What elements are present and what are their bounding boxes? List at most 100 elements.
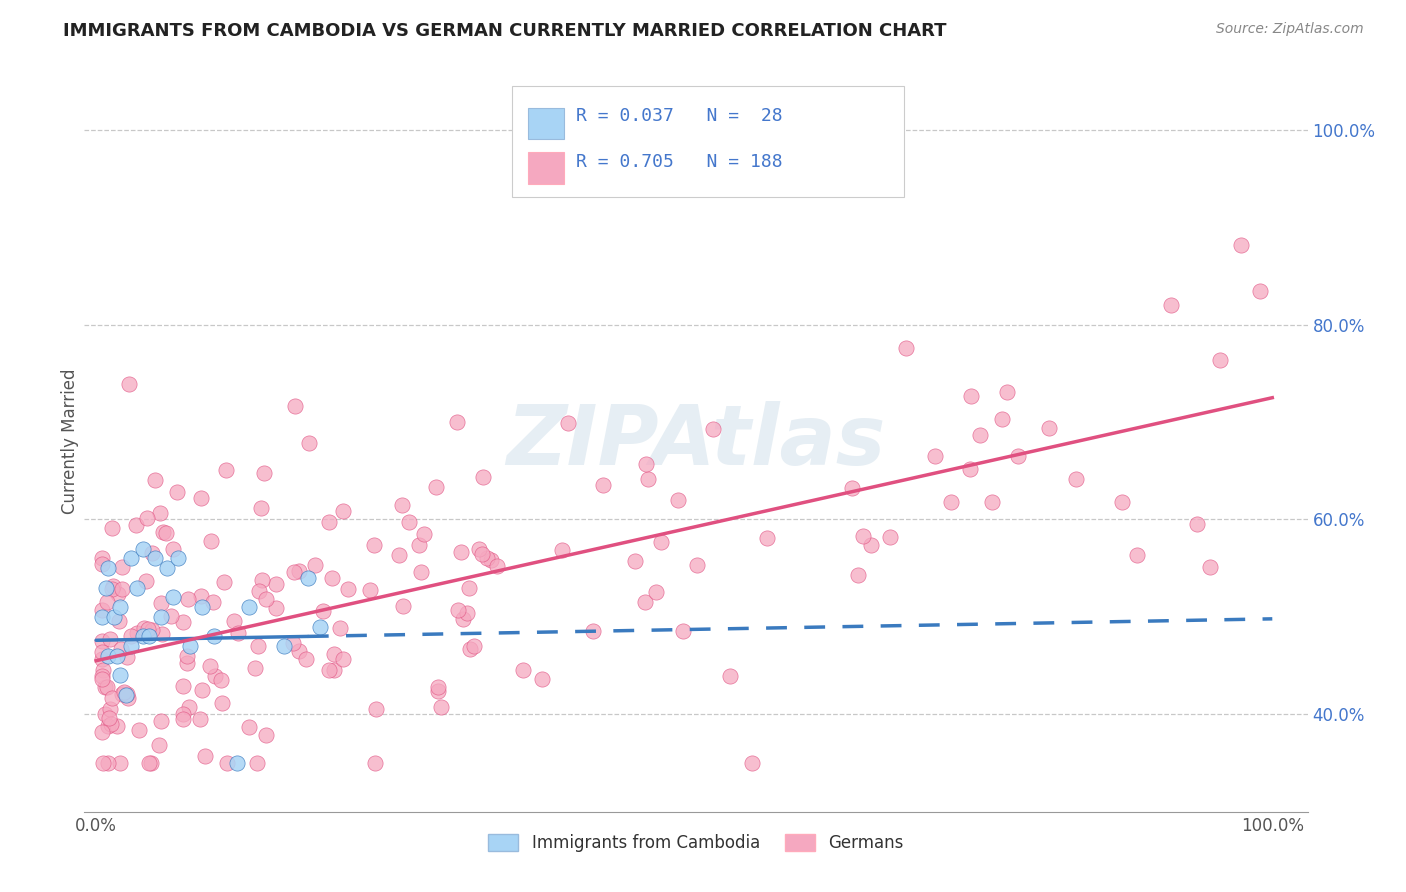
- Point: [408, 538, 430, 552]
- Point: [391, 498, 413, 512]
- Point: [413, 526, 436, 541]
- Point: [111, 582, 134, 596]
- Point: [98, 632, 121, 646]
- Point: [166, 485, 188, 500]
- Point: [172, 615, 194, 629]
- Point: [143, 551, 166, 566]
- Point: [250, 573, 273, 587]
- Point: [190, 589, 212, 603]
- Point: [188, 712, 211, 726]
- Point: [592, 478, 614, 492]
- Point: [215, 463, 238, 477]
- Point: [264, 576, 287, 591]
- Point: [359, 583, 381, 598]
- Point: [177, 592, 200, 607]
- Point: [633, 595, 655, 609]
- Point: [981, 495, 1004, 509]
- Point: [141, 756, 163, 770]
- Point: [176, 656, 198, 670]
- Point: [101, 579, 124, 593]
- Point: [162, 541, 184, 556]
- Point: [624, 554, 647, 568]
- Text: IMMIGRANTS FROM CAMBODIA VS GERMAN CURRENTLY MARRIED CORRELATION CHART: IMMIGRANTS FROM CAMBODIA VS GERMAN CURRE…: [63, 22, 946, 40]
- Point: [363, 538, 385, 552]
- Point: [172, 706, 194, 721]
- Point: [995, 385, 1018, 400]
- Point: [475, 550, 498, 565]
- Point: [149, 714, 172, 728]
- Point: [288, 565, 311, 579]
- Point: [446, 415, 468, 429]
- Point: [425, 480, 447, 494]
- Point: [177, 700, 200, 714]
- Point: [254, 728, 277, 742]
- Point: [91, 557, 114, 571]
- Point: [1064, 472, 1087, 486]
- Point: [100, 521, 122, 535]
- Point: [191, 600, 214, 615]
- Point: [162, 591, 184, 605]
- Text: Source: ZipAtlas.com: Source: ZipAtlas.com: [1216, 22, 1364, 37]
- Point: [756, 531, 779, 545]
- Point: [463, 640, 485, 654]
- Point: [155, 525, 177, 540]
- FancyBboxPatch shape: [529, 108, 564, 139]
- Point: [666, 493, 689, 508]
- Point: [209, 673, 232, 688]
- Point: [204, 669, 226, 683]
- Point: [111, 560, 134, 574]
- Point: [1160, 298, 1182, 312]
- Point: [91, 669, 114, 683]
- Point: [295, 652, 318, 666]
- Point: [152, 525, 174, 540]
- Point: [1007, 449, 1029, 463]
- Point: [222, 614, 245, 628]
- Point: [253, 467, 276, 481]
- Point: [110, 756, 132, 770]
- Point: [94, 581, 117, 595]
- Point: [364, 702, 387, 716]
- Point: [312, 604, 335, 618]
- Point: [200, 533, 222, 548]
- Point: [468, 541, 491, 556]
- Point: [456, 606, 478, 620]
- Point: [156, 561, 179, 575]
- Point: [246, 639, 269, 653]
- Point: [138, 756, 160, 770]
- Point: [1209, 352, 1232, 367]
- Point: [107, 587, 129, 601]
- Point: [215, 756, 238, 770]
- Point: [97, 756, 120, 770]
- Point: [167, 551, 190, 566]
- Y-axis label: Currently Married: Currently Married: [62, 368, 80, 515]
- Point: [120, 551, 142, 566]
- Point: [91, 603, 114, 617]
- Point: [318, 515, 340, 529]
- Point: [97, 561, 120, 575]
- Point: [117, 691, 139, 706]
- Point: [557, 416, 579, 430]
- Point: [273, 639, 295, 653]
- Point: [1250, 284, 1272, 298]
- Point: [512, 663, 534, 677]
- Point: [190, 491, 212, 506]
- Point: [650, 534, 672, 549]
- Point: [148, 738, 170, 752]
- Point: [430, 700, 453, 714]
- Point: [1038, 421, 1060, 435]
- Point: [308, 619, 330, 633]
- Point: [108, 614, 131, 628]
- Point: [388, 548, 411, 562]
- Point: [135, 574, 157, 589]
- Point: [486, 559, 509, 574]
- Point: [120, 629, 142, 643]
- Point: [91, 610, 114, 624]
- Point: [250, 500, 273, 515]
- Point: [322, 663, 344, 677]
- Point: [100, 717, 122, 731]
- Point: [134, 621, 156, 635]
- Point: [1199, 559, 1222, 574]
- Point: [176, 648, 198, 663]
- Point: [243, 661, 266, 675]
- Point: [100, 582, 122, 596]
